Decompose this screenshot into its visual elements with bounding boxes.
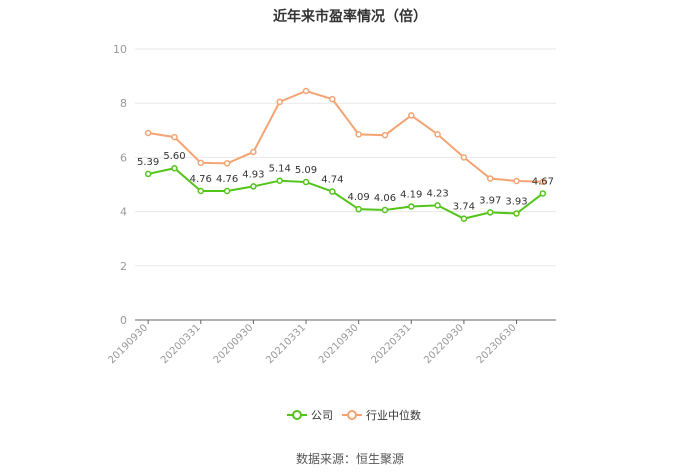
data-point [223,187,231,195]
data-label: 4.19 [400,189,422,200]
data-point [171,164,178,172]
legend-label: 公司 [311,409,333,422]
data-point [250,148,257,156]
data-label: 4.76 [216,174,238,185]
y-tick-label: 0 [120,314,127,327]
data-point [513,177,520,185]
data-point [486,209,494,216]
y-tick-label: 8 [120,97,127,110]
data-point [302,87,310,95]
x-tick-label: 20220331 [370,322,414,366]
y-tick-label: 2 [120,260,127,273]
data-point [539,190,547,197]
x-tick-label: 20210331 [264,322,308,366]
data-point [408,112,415,119]
data-label: 4.93 [242,169,264,180]
x-tick-label: 20200930 [212,322,256,366]
data-point [355,131,362,138]
data-point [171,133,178,141]
series-line [148,89,543,183]
data-point [460,215,468,222]
legend-label: 行业中位数 [366,408,421,422]
data-label: 3.97 [479,195,501,206]
data-label: 5.39 [137,157,159,168]
legend-marker [347,410,357,420]
data-point [197,159,205,167]
data-point [434,202,441,209]
legend-marker [292,410,302,420]
x-tick-label: 20230630 [475,322,519,366]
x-tick-label: 20220930 [422,322,466,366]
data-point [144,129,152,137]
y-tick-label: 6 [120,151,127,164]
chart-title: 近年来市盈率情况（倍） [273,9,427,25]
data-label: 5.60 [163,151,185,162]
data-label: 4.76 [190,174,212,185]
series-line [147,167,544,220]
data-label: 4.09 [348,192,370,203]
data-point [276,98,283,106]
data-point [381,131,389,139]
data-label: 4.74 [321,175,343,186]
data-point [302,178,310,186]
data-label: 3.74 [453,202,475,213]
data-label: 5.14 [269,164,291,175]
data-point [276,177,283,184]
data-point [434,131,441,138]
data-label: 3.93 [505,196,527,207]
data-point [460,154,468,161]
x-tick-label: 20210930 [317,322,361,366]
data-point [144,170,152,178]
x-tick-label: 20190930 [107,322,151,366]
data-point [329,95,336,103]
data-source: 数据来源：恒生聚源 [295,452,404,466]
data-point [223,160,231,167]
data-label: 4.23 [426,188,448,199]
y-tick-label: 4 [120,206,127,219]
y-tick-label: 10 [113,43,127,56]
data-point [486,175,494,182]
data-point [539,178,547,186]
data-point [329,188,336,195]
data-point [408,203,415,210]
data-point [197,187,205,195]
data-point [513,210,520,217]
data-point [250,183,257,190]
data-label: 4.67 [532,176,554,187]
data-label: 4.06 [374,193,396,204]
x-tick-label: 20200331 [159,322,203,366]
data-point [381,206,389,214]
data-point [355,205,362,213]
data-label: 5.09 [295,165,317,176]
